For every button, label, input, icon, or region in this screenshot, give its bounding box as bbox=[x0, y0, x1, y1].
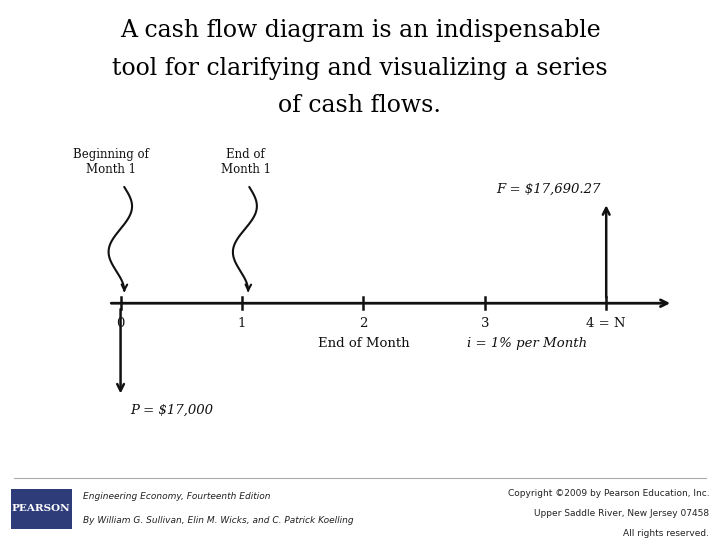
Text: Engineering Economy, Fourteenth Edition: Engineering Economy, Fourteenth Edition bbox=[83, 491, 270, 501]
Text: 2: 2 bbox=[359, 317, 368, 330]
Text: Copyright ©2009 by Pearson Education, Inc.: Copyright ©2009 by Pearson Education, In… bbox=[508, 489, 709, 498]
FancyBboxPatch shape bbox=[11, 489, 72, 529]
Text: End of Month: End of Month bbox=[318, 338, 409, 350]
Text: 0: 0 bbox=[117, 317, 125, 330]
Text: P = $17,000: P = $17,000 bbox=[130, 404, 213, 417]
Text: F = $17,690.27: F = $17,690.27 bbox=[496, 183, 600, 196]
Text: tool for clarifying and visualizing a series: tool for clarifying and visualizing a se… bbox=[112, 57, 608, 80]
Text: End of
Month 1: End of Month 1 bbox=[220, 148, 271, 176]
Text: All rights reserved.: All rights reserved. bbox=[624, 529, 709, 538]
Text: i = 1% per Month: i = 1% per Month bbox=[467, 338, 588, 350]
Text: 4 = N: 4 = N bbox=[587, 317, 626, 330]
Text: of cash flows.: of cash flows. bbox=[279, 94, 441, 118]
Text: Upper Saddle River, New Jersey 07458: Upper Saddle River, New Jersey 07458 bbox=[534, 509, 709, 518]
Text: 1: 1 bbox=[238, 317, 246, 330]
Text: Beginning of
Month 1: Beginning of Month 1 bbox=[73, 148, 149, 176]
Text: PEARSON: PEARSON bbox=[12, 504, 71, 514]
Text: 3: 3 bbox=[480, 317, 489, 330]
Text: A cash flow diagram is an indispensable: A cash flow diagram is an indispensable bbox=[120, 19, 600, 42]
Text: By William G. Sullivan, Elin M. Wicks, and C. Patrick Koelling: By William G. Sullivan, Elin M. Wicks, a… bbox=[83, 516, 354, 525]
